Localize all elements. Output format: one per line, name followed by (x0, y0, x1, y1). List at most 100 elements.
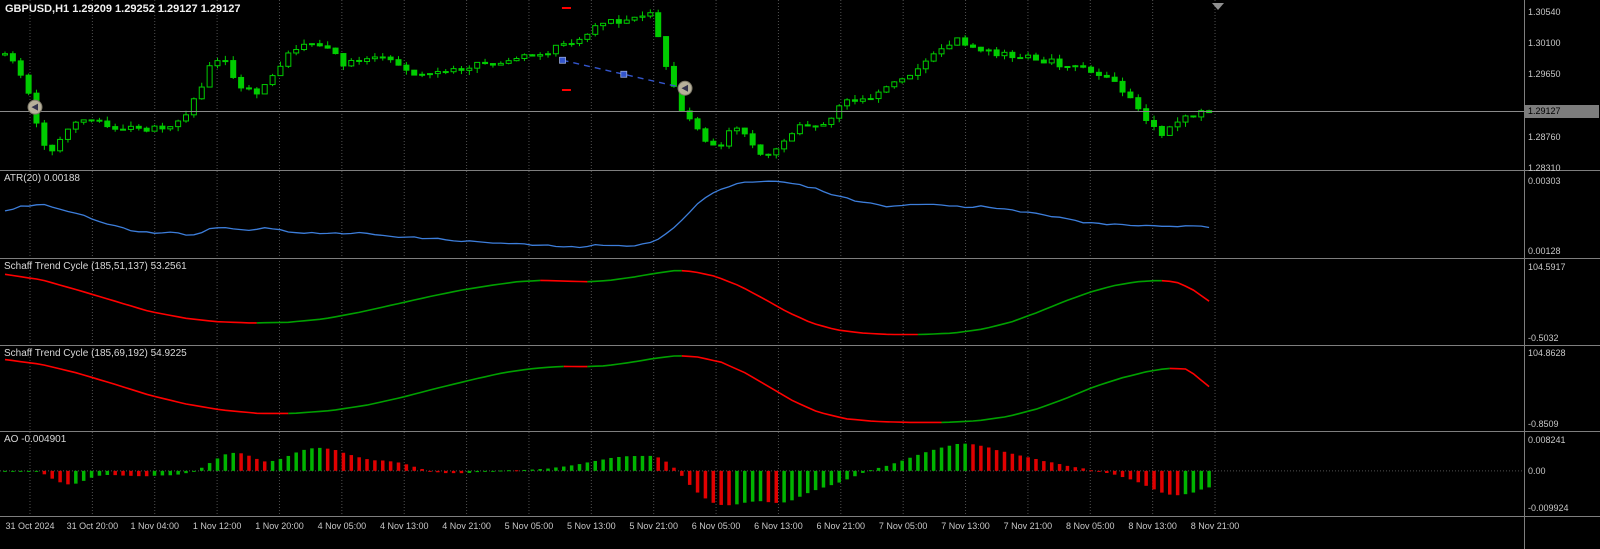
candle-body (371, 56, 378, 60)
candle-body (647, 12, 654, 17)
ao-bar (514, 470, 519, 472)
time-label: 31 Oct 20:00 (66, 521, 119, 531)
ao-bar (892, 463, 897, 471)
candle-body (190, 98, 197, 116)
candle-body (844, 99, 851, 107)
ao-bar (640, 455, 645, 471)
ao-bar (758, 470, 763, 502)
ao-bar (467, 470, 472, 473)
chart-shift-marker[interactable] (1212, 3, 1224, 10)
candle-body (1143, 108, 1150, 121)
ao-bar (1097, 470, 1101, 472)
ao-bar (160, 470, 165, 476)
candle-body (568, 43, 575, 46)
candle-body (159, 125, 166, 130)
ao-bar (388, 461, 393, 471)
candle-body (426, 73, 433, 76)
trendline-handle[interactable] (620, 70, 628, 78)
ao-bar (137, 470, 141, 477)
time-label: 8 Nov 05:00 (1066, 521, 1115, 531)
candle-body (891, 81, 898, 88)
ao-bar (302, 449, 306, 471)
time-label: 1 Nov 12:00 (192, 521, 242, 531)
ao-bar (318, 447, 322, 471)
ao-bar (1207, 470, 1211, 488)
ao-bar (750, 470, 755, 502)
candle-body (1151, 119, 1158, 127)
ao-bar (593, 460, 597, 471)
candle-body (938, 48, 945, 55)
price-scale[interactable]: 1.30540 1.30100 1.29650 1.28760 1.28310 0.003… (1525, 0, 1600, 517)
time-label: 4 Nov 21:00 (442, 521, 491, 531)
candle-body (198, 86, 205, 100)
ao-bar (349, 455, 354, 471)
ao-bar (121, 470, 125, 476)
candle-body (301, 43, 308, 51)
candle-body (57, 138, 64, 152)
time-axis[interactable]: 31 Oct 2024 31 Oct 20:00 1 Nov 04:00 1 Nov … (0, 517, 1600, 549)
time-label: 1 Nov 20:00 (255, 521, 304, 531)
ao-bar (798, 470, 802, 497)
ao-bar (26, 470, 31, 472)
symbol-ohlc-header: GBPUSD,H1 1.29209 1.29252 1.29127 1.2912… (5, 3, 241, 15)
ao-bar (3, 470, 7, 472)
ao-bar (443, 470, 448, 474)
atr-line (4, 180, 1210, 249)
time-label: 5 Nov 05:00 (504, 521, 554, 531)
ao-bar (176, 470, 180, 475)
candle-body (529, 54, 536, 57)
ao-bar (192, 470, 196, 472)
candle-body (72, 121, 79, 130)
candle-body (340, 53, 347, 67)
candle-body (1135, 97, 1142, 110)
stc2-line (4, 358, 289, 415)
candle-body (623, 19, 630, 24)
ao-bar (373, 460, 377, 471)
candle-body (718, 144, 725, 147)
ao-bar (152, 470, 157, 476)
candle-body (332, 47, 339, 55)
ao-bar (1002, 451, 1007, 471)
candle-body (1174, 121, 1181, 128)
stc2-scale-tick: -0.8509 (1528, 419, 1559, 429)
candle-body (387, 56, 394, 61)
ao-bar (1136, 470, 1141, 483)
ao-bar (735, 470, 739, 505)
trendline-handle[interactable] (559, 56, 566, 64)
ao-bar (239, 453, 243, 471)
candle-body (883, 86, 890, 93)
ao-bar (624, 456, 629, 471)
ao-bar (1128, 470, 1133, 480)
ao-bar (1081, 468, 1085, 471)
candle-body (796, 124, 803, 135)
ao-bar (223, 454, 228, 471)
ao-bar (506, 470, 511, 472)
ao-bar (113, 470, 117, 476)
ao-bar (939, 447, 944, 471)
candle-body (222, 60, 229, 63)
candle-body (395, 59, 402, 66)
arrow-marker-glyph (31, 103, 38, 111)
price-scale-tick: 1.28760 (1528, 131, 1561, 142)
candle-body (419, 73, 426, 76)
candle-body (466, 67, 473, 71)
ao-bar (412, 466, 416, 471)
ao-bar (546, 468, 550, 471)
ao-bar (262, 461, 267, 471)
ao-bar (821, 470, 826, 488)
ao-bar (1112, 470, 1117, 475)
stc2-line (587, 355, 682, 368)
candle-body (828, 117, 835, 125)
trendline-object[interactable] (562, 59, 686, 89)
ao-bar (129, 470, 133, 476)
candle-body (1056, 58, 1063, 68)
ao-scale-tick: 0.008241 (1528, 435, 1566, 445)
indicator-label-stc2: Schaff Trend Cycle (185,69,192) 54.9225 (4, 348, 187, 359)
candle-body (348, 59, 355, 67)
candle-body (261, 84, 268, 95)
candle-body (1072, 65, 1079, 68)
candle-body (1158, 125, 1165, 136)
ao-bar (609, 457, 613, 471)
candle-body (245, 87, 252, 90)
